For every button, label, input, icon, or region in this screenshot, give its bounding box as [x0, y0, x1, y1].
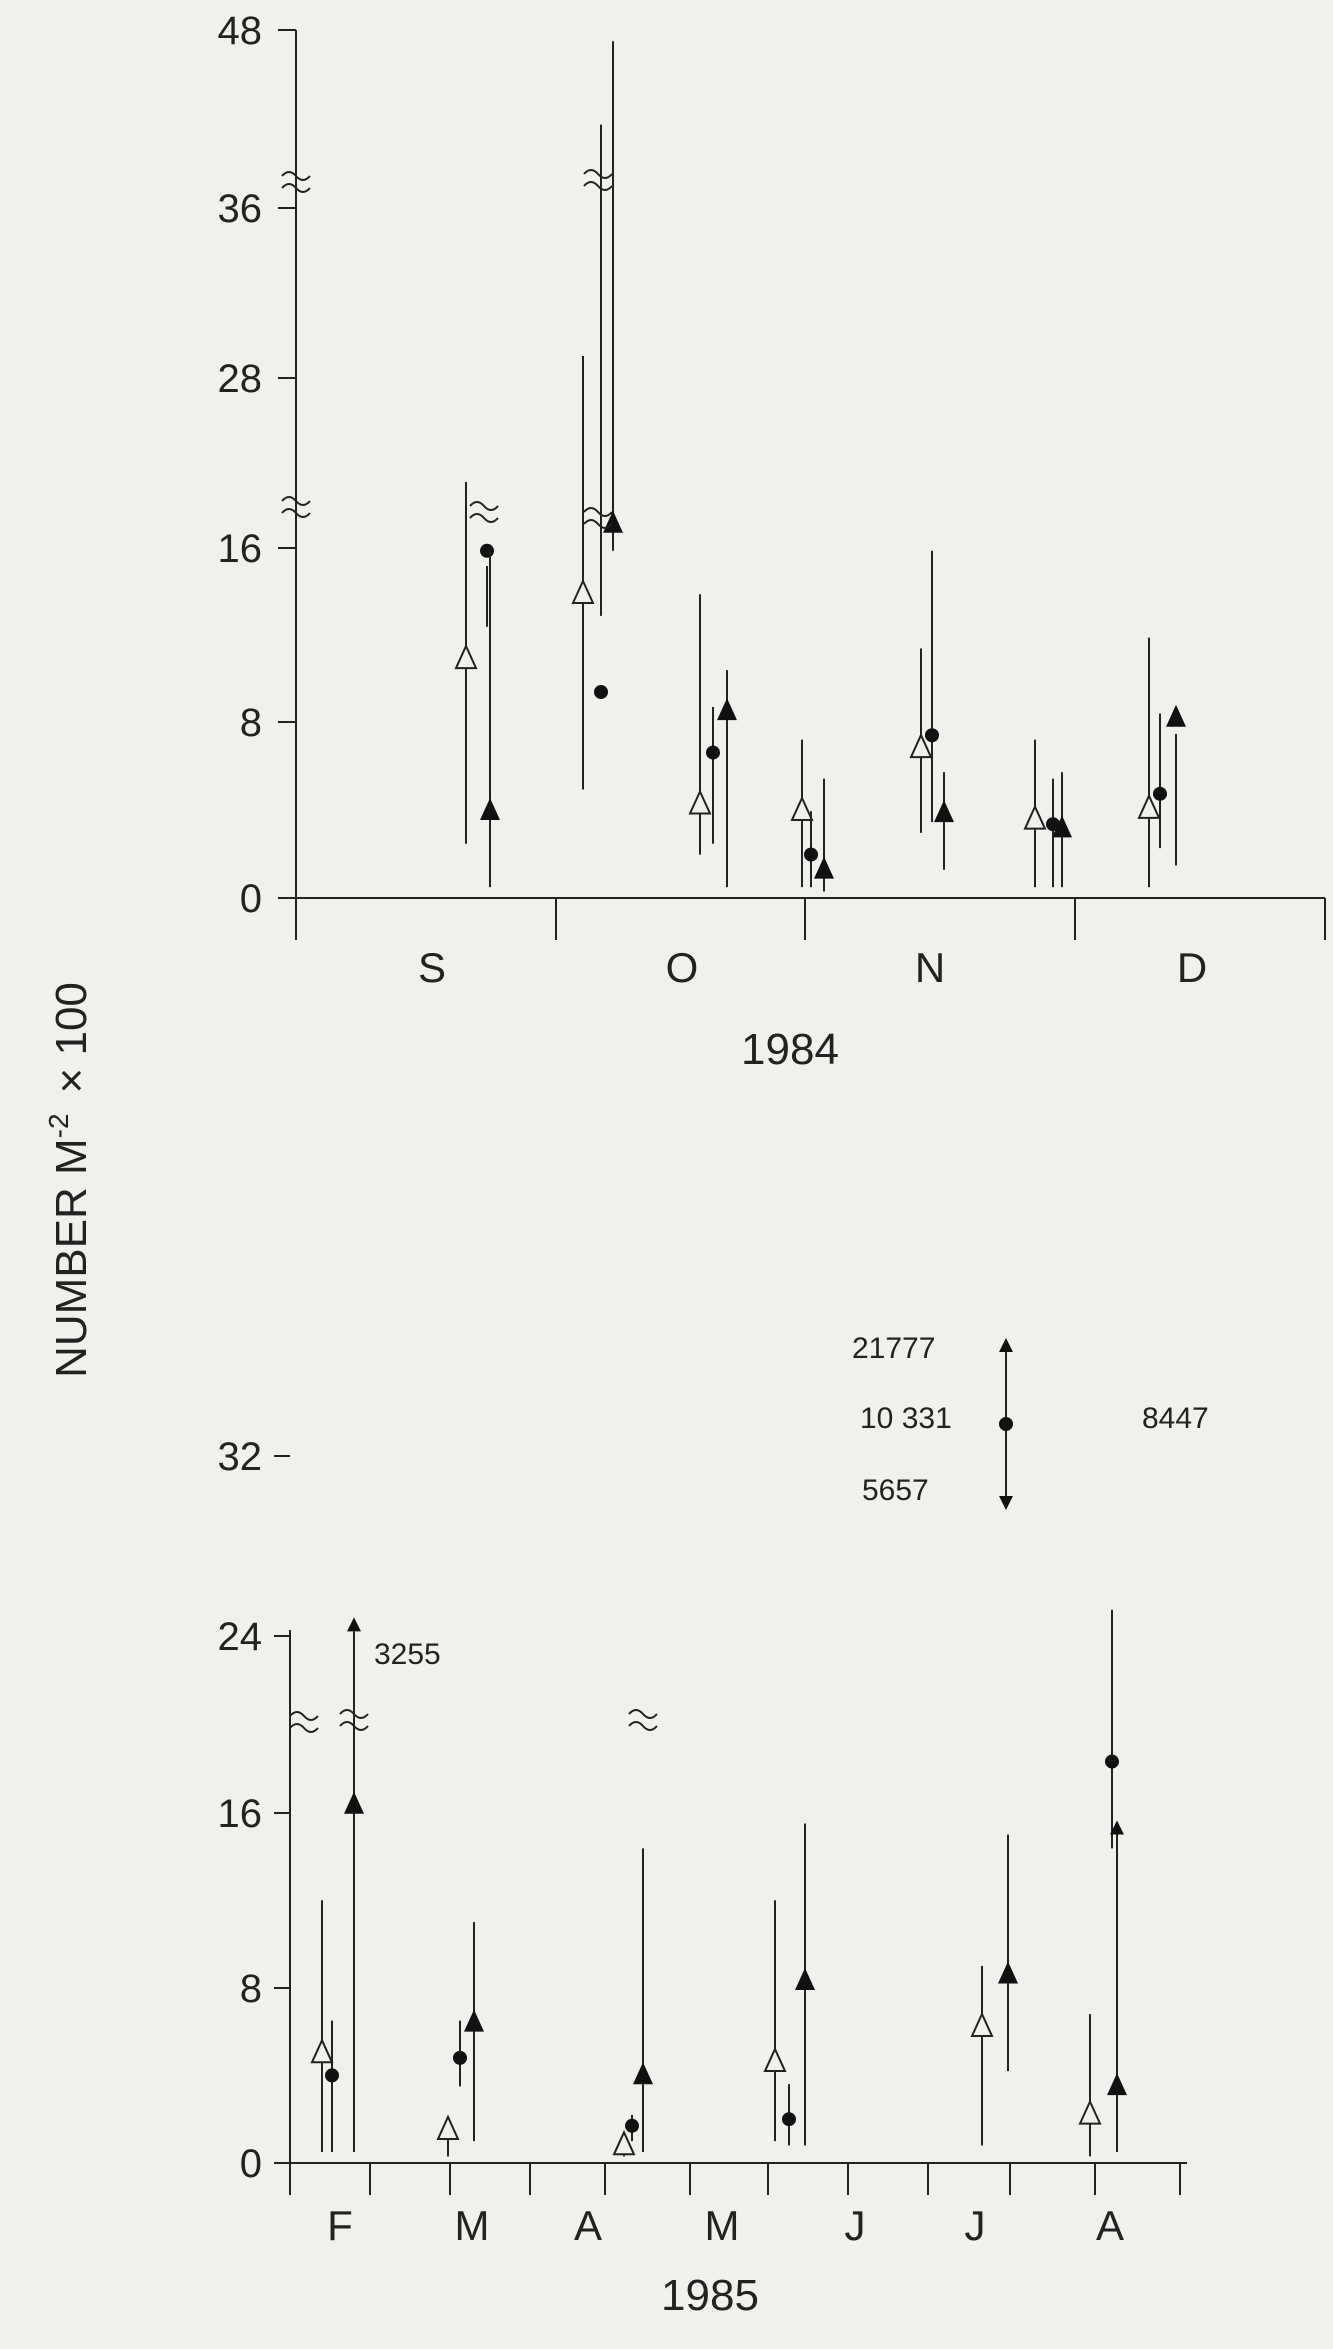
data-point: [625, 2118, 639, 2133]
data-point: [909, 732, 933, 759]
data-point: [480, 798, 500, 820]
arrow-up: [1110, 1820, 1124, 1835]
data-point: [1023, 804, 1047, 830]
month-label-1985: M: [705, 2202, 740, 2249]
ytick-label-1984: 0: [240, 877, 262, 921]
ytick-labels-1984: 0 8 16 28 36 48: [218, 9, 263, 921]
data-point: [688, 789, 712, 815]
data-point: [782, 2112, 796, 2127]
data-point: [436, 2114, 460, 2140]
data-point: [804, 847, 818, 862]
month-label-1985: J: [845, 2202, 866, 2249]
month-label-1984: D: [1177, 944, 1207, 991]
data-point: [1105, 1754, 1119, 1769]
data-point: [1107, 2073, 1127, 2096]
data-point: [814, 856, 834, 879]
data-point: [706, 745, 720, 760]
ytick-label-1984: 16: [218, 527, 263, 571]
month-label-1984: N: [915, 944, 945, 991]
data-points-1984: [454, 41, 1186, 892]
data-point: [1052, 815, 1072, 838]
annotation-5657: 5657: [862, 1474, 929, 1507]
month-label-1985: J: [965, 2202, 986, 2249]
xlabel-1984: 1984: [741, 1025, 839, 1074]
data-point: [454, 643, 478, 670]
month-label-1985: A: [574, 2202, 602, 2249]
data-points-1985: [310, 1338, 1127, 2157]
ytick-label-1984: 28: [218, 357, 263, 401]
axis-break-1984: [281, 171, 311, 193]
data-point: [464, 2009, 484, 2032]
annotation-8447: 8447: [1142, 1402, 1209, 1435]
bar-break: [628, 1709, 658, 1731]
month-label-1984: O: [666, 944, 699, 991]
bar-break: [469, 501, 499, 523]
arrow-down: [999, 1496, 1013, 1510]
bar-break: [583, 507, 613, 529]
data-point: [325, 2068, 339, 2083]
data-point: [310, 2037, 334, 2064]
xlabel-1985: 1985: [661, 2271, 759, 2320]
axes-1985: [274, 1455, 1187, 2195]
month-label-1985: F: [327, 2202, 353, 2249]
annotation-21777: 21777: [852, 1332, 935, 1365]
bar-break: [339, 1709, 369, 1731]
data-point: [998, 1961, 1018, 1984]
axis-break-1985: [289, 1711, 319, 1733]
month-label-1985: A: [1096, 2202, 1124, 2249]
data-point: [1166, 704, 1186, 727]
data-point: [603, 510, 623, 533]
ytick-label-1985: 24: [218, 1615, 263, 1659]
annotation-10331: 10 331: [860, 1402, 952, 1435]
ytick-label-1984: 8: [240, 701, 262, 745]
arrow-up: [999, 1338, 1013, 1352]
month-label-1985: M: [455, 2202, 490, 2249]
svg-text:NUMBER M-2× 100: NUMBER M-2 × 100: [43, 982, 96, 1378]
data-point: [344, 1791, 364, 1814]
data-point: [970, 2011, 994, 2038]
y-axis-label: NUMBER M-2 × 100: [43, 982, 96, 1378]
ytick-label-1985: 0: [240, 2142, 262, 2186]
data-point: [1137, 793, 1161, 819]
data-point: [1078, 2099, 1102, 2125]
data-point: [594, 685, 608, 699]
data-point: [763, 2046, 787, 2073]
axes-1984: [278, 29, 1326, 940]
data-point: [790, 795, 814, 821]
data-point: [1153, 786, 1167, 801]
y-axis-label-superscript: -2: [43, 1113, 74, 1138]
data-point: [633, 2062, 653, 2085]
data-point: [717, 698, 737, 721]
ytick-label-1985: 16: [218, 1792, 263, 1836]
axis-break-1984: [281, 496, 311, 518]
ytick-label-1985: 32: [218, 1435, 263, 1479]
data-point: [934, 800, 954, 823]
data-point: [999, 1417, 1013, 1431]
annotation-3255: 3255: [374, 1638, 441, 1671]
data-point: [925, 728, 939, 743]
ytick-label-1984: 36: [218, 187, 263, 231]
ytick-labels-1985: 0 8 16 24 32: [218, 1435, 263, 2186]
data-point: [795, 1968, 815, 1991]
bar-break: [583, 169, 613, 191]
arrow-up: [347, 1617, 361, 1632]
ytick-label-1984: 48: [218, 9, 263, 53]
data-point: [480, 543, 494, 558]
data-point: [571, 578, 595, 604]
y-axis-label-suffix: × 100: [47, 982, 96, 1093]
month-label-1984: S: [418, 944, 446, 991]
data-point: [612, 2129, 636, 2156]
data-point: [453, 2050, 467, 2065]
ytick-label-1985: 8: [240, 1967, 262, 2011]
y-axis-label-text: NUMBER M: [47, 1138, 96, 1378]
panel-1984: 0 8 16 28 36 48 S O N D 1984: [218, 9, 1326, 1074]
